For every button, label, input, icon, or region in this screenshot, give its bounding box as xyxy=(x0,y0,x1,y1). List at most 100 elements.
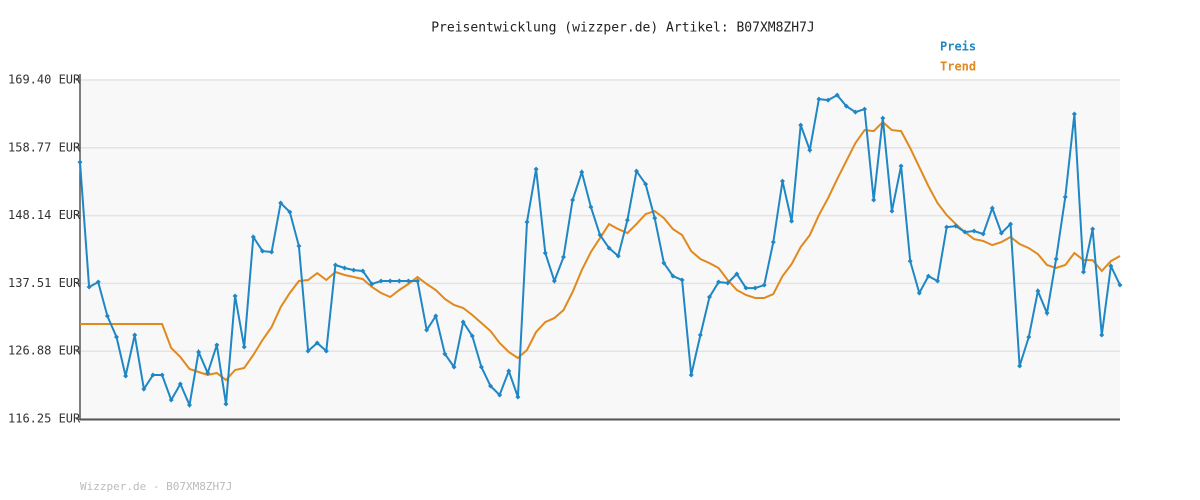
data-point xyxy=(989,205,995,211)
data-point xyxy=(825,97,831,103)
data-point xyxy=(561,254,567,260)
data-point xyxy=(1035,288,1041,294)
data-point xyxy=(196,349,202,355)
data-point xyxy=(424,327,430,333)
data-point xyxy=(469,333,475,339)
data-point xyxy=(1099,332,1105,338)
data-point xyxy=(624,217,630,223)
data-point xyxy=(269,249,275,255)
data-point xyxy=(953,223,959,229)
data-point xyxy=(779,178,785,184)
data-point xyxy=(323,348,329,354)
data-point xyxy=(615,253,621,259)
data-point xyxy=(834,92,840,98)
data-point xyxy=(506,368,512,374)
data-point xyxy=(415,278,421,284)
data-point xyxy=(542,250,548,256)
data-point xyxy=(761,282,767,288)
data-point xyxy=(141,386,147,392)
data-point xyxy=(132,332,138,338)
data-point xyxy=(77,159,83,165)
y-tick-label: 158.77 EUR xyxy=(8,140,81,154)
data-point xyxy=(1071,111,1077,117)
data-point xyxy=(1117,282,1123,288)
data-point xyxy=(944,224,950,230)
data-point xyxy=(533,166,539,172)
data-point xyxy=(497,392,503,398)
data-point xyxy=(962,229,968,235)
data-point xyxy=(798,122,804,128)
data-point xyxy=(706,294,712,300)
data-point xyxy=(396,278,402,284)
data-point xyxy=(515,394,521,400)
data-point xyxy=(451,364,457,370)
data-point xyxy=(1017,363,1023,369)
data-point xyxy=(925,273,931,279)
data-point xyxy=(405,278,411,284)
data-point xyxy=(1090,226,1096,232)
data-point xyxy=(223,401,229,407)
data-point xyxy=(862,106,868,112)
data-point xyxy=(679,277,685,283)
data-point xyxy=(633,168,639,174)
chart-title: Preisentwicklung (wizzper.de) Artikel: B… xyxy=(431,21,815,36)
data-point xyxy=(387,278,393,284)
data-point xyxy=(360,268,366,274)
data-point xyxy=(113,334,119,340)
data-point xyxy=(259,248,265,254)
data-point xyxy=(807,147,813,153)
series-line xyxy=(80,120,1121,382)
data-point xyxy=(697,332,703,338)
data-point xyxy=(570,197,576,203)
data-point xyxy=(770,239,776,245)
y-tick-label: 116.25 EUR xyxy=(8,412,81,426)
data-point xyxy=(150,372,156,378)
data-point xyxy=(1044,310,1050,316)
data-point xyxy=(205,370,211,376)
data-point xyxy=(287,209,293,215)
data-point xyxy=(652,215,658,221)
data-point xyxy=(296,243,302,249)
data-point xyxy=(588,204,594,210)
data-point xyxy=(214,342,220,348)
data-point xyxy=(104,313,110,319)
data-point xyxy=(971,228,977,234)
data-point xyxy=(478,364,484,370)
data-point xyxy=(789,218,795,224)
data-point xyxy=(1062,194,1068,200)
data-point xyxy=(916,290,922,296)
data-point xyxy=(734,271,740,277)
data-point xyxy=(606,245,612,251)
data-point xyxy=(1108,263,1114,269)
data-point xyxy=(159,372,165,378)
data-point xyxy=(852,109,858,115)
data-point xyxy=(186,402,192,408)
data-point xyxy=(935,278,941,284)
data-point xyxy=(551,278,557,284)
data-point xyxy=(378,278,384,284)
data-point xyxy=(597,232,603,238)
plot-area xyxy=(80,80,1120,419)
data-point xyxy=(998,230,1004,236)
data-point xyxy=(670,273,676,279)
data-point xyxy=(980,231,986,237)
data-point xyxy=(716,279,722,285)
y-tick-label: 169.40 EUR xyxy=(8,73,81,87)
data-point xyxy=(442,351,448,357)
data-point xyxy=(351,267,357,273)
legend-label: Trend xyxy=(940,60,976,74)
y-tick-label: 148.14 EUR xyxy=(8,208,81,222)
data-point xyxy=(816,96,822,102)
data-point xyxy=(433,313,439,319)
data-point xyxy=(342,265,348,271)
y-tick-label: 126.88 EUR xyxy=(8,344,81,358)
data-point xyxy=(579,169,585,175)
data-point xyxy=(123,373,129,379)
data-point xyxy=(488,383,494,389)
data-point xyxy=(1081,269,1087,275)
data-point xyxy=(743,285,749,291)
data-point xyxy=(241,344,247,350)
data-point xyxy=(725,280,731,286)
data-point xyxy=(177,381,183,387)
